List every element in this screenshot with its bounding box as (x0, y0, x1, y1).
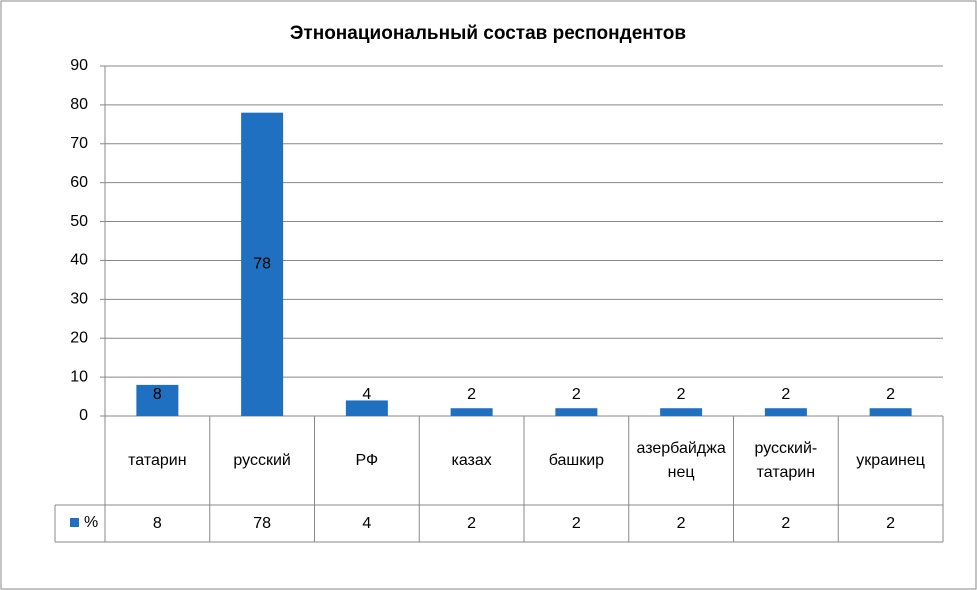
category-cell: татарин (128, 451, 187, 469)
y-tick-label: 10 (70, 368, 88, 385)
bar (764, 408, 807, 416)
table-value: 2 (886, 515, 895, 532)
category-cell: азербайджанец (636, 439, 726, 481)
x-tick-label: русский (233, 451, 291, 469)
x-tick-label: казах (451, 451, 492, 469)
data-label: 78 (253, 256, 271, 273)
table-value: 4 (362, 515, 371, 532)
category-cell: РФ (355, 451, 379, 469)
data-label: 2 (677, 386, 686, 403)
x-tick-label: РФ (355, 451, 379, 469)
category-cell: русский-татарин (754, 439, 818, 481)
y-tick-label: 80 (70, 96, 88, 113)
category-cell: украинец (856, 451, 925, 469)
legend-label: % (84, 514, 98, 531)
category-cell: башкир (548, 451, 605, 469)
y-tick-label: 70 (70, 135, 88, 152)
bar (136, 384, 179, 416)
y-tick-label: 40 (70, 252, 88, 269)
table-value: 2 (781, 515, 790, 532)
y-tick-label: 90 (70, 57, 88, 74)
y-tick-label: 0 (79, 407, 88, 424)
table-value: 8 (153, 515, 162, 532)
data-label: 2 (886, 386, 895, 403)
bar (345, 400, 388, 416)
x-tick-label: башкир (548, 451, 605, 469)
table-value: 2 (467, 515, 476, 532)
x-tick-label: русский-татарин (754, 439, 818, 481)
chart-title: Этнонациональный состав респондентов (290, 23, 686, 44)
data-label: 8 (153, 386, 162, 403)
data-label: 2 (572, 386, 581, 403)
category-cell: русский (233, 451, 291, 469)
bar (450, 408, 493, 416)
bar (555, 408, 598, 416)
x-tick-label: украинец (856, 451, 925, 469)
bar (660, 408, 703, 416)
y-tick-label: 60 (70, 174, 88, 191)
y-tick-label: 20 (70, 329, 88, 346)
x-tick-label: азербайджанец (636, 439, 726, 481)
data-label: 4 (362, 386, 371, 403)
category-cell: казах (451, 451, 492, 469)
table-value: 78 (253, 515, 271, 532)
legend-key (70, 518, 79, 527)
data-label: 2 (467, 386, 476, 403)
table-value: 2 (572, 515, 581, 532)
bar (241, 112, 284, 417)
x-tick-label: татарин (128, 451, 187, 469)
table-value: 2 (677, 515, 686, 532)
y-tick-label: 30 (70, 291, 88, 308)
bar (869, 408, 912, 416)
data-label: 2 (781, 386, 790, 403)
y-tick-label: 50 (70, 213, 88, 230)
